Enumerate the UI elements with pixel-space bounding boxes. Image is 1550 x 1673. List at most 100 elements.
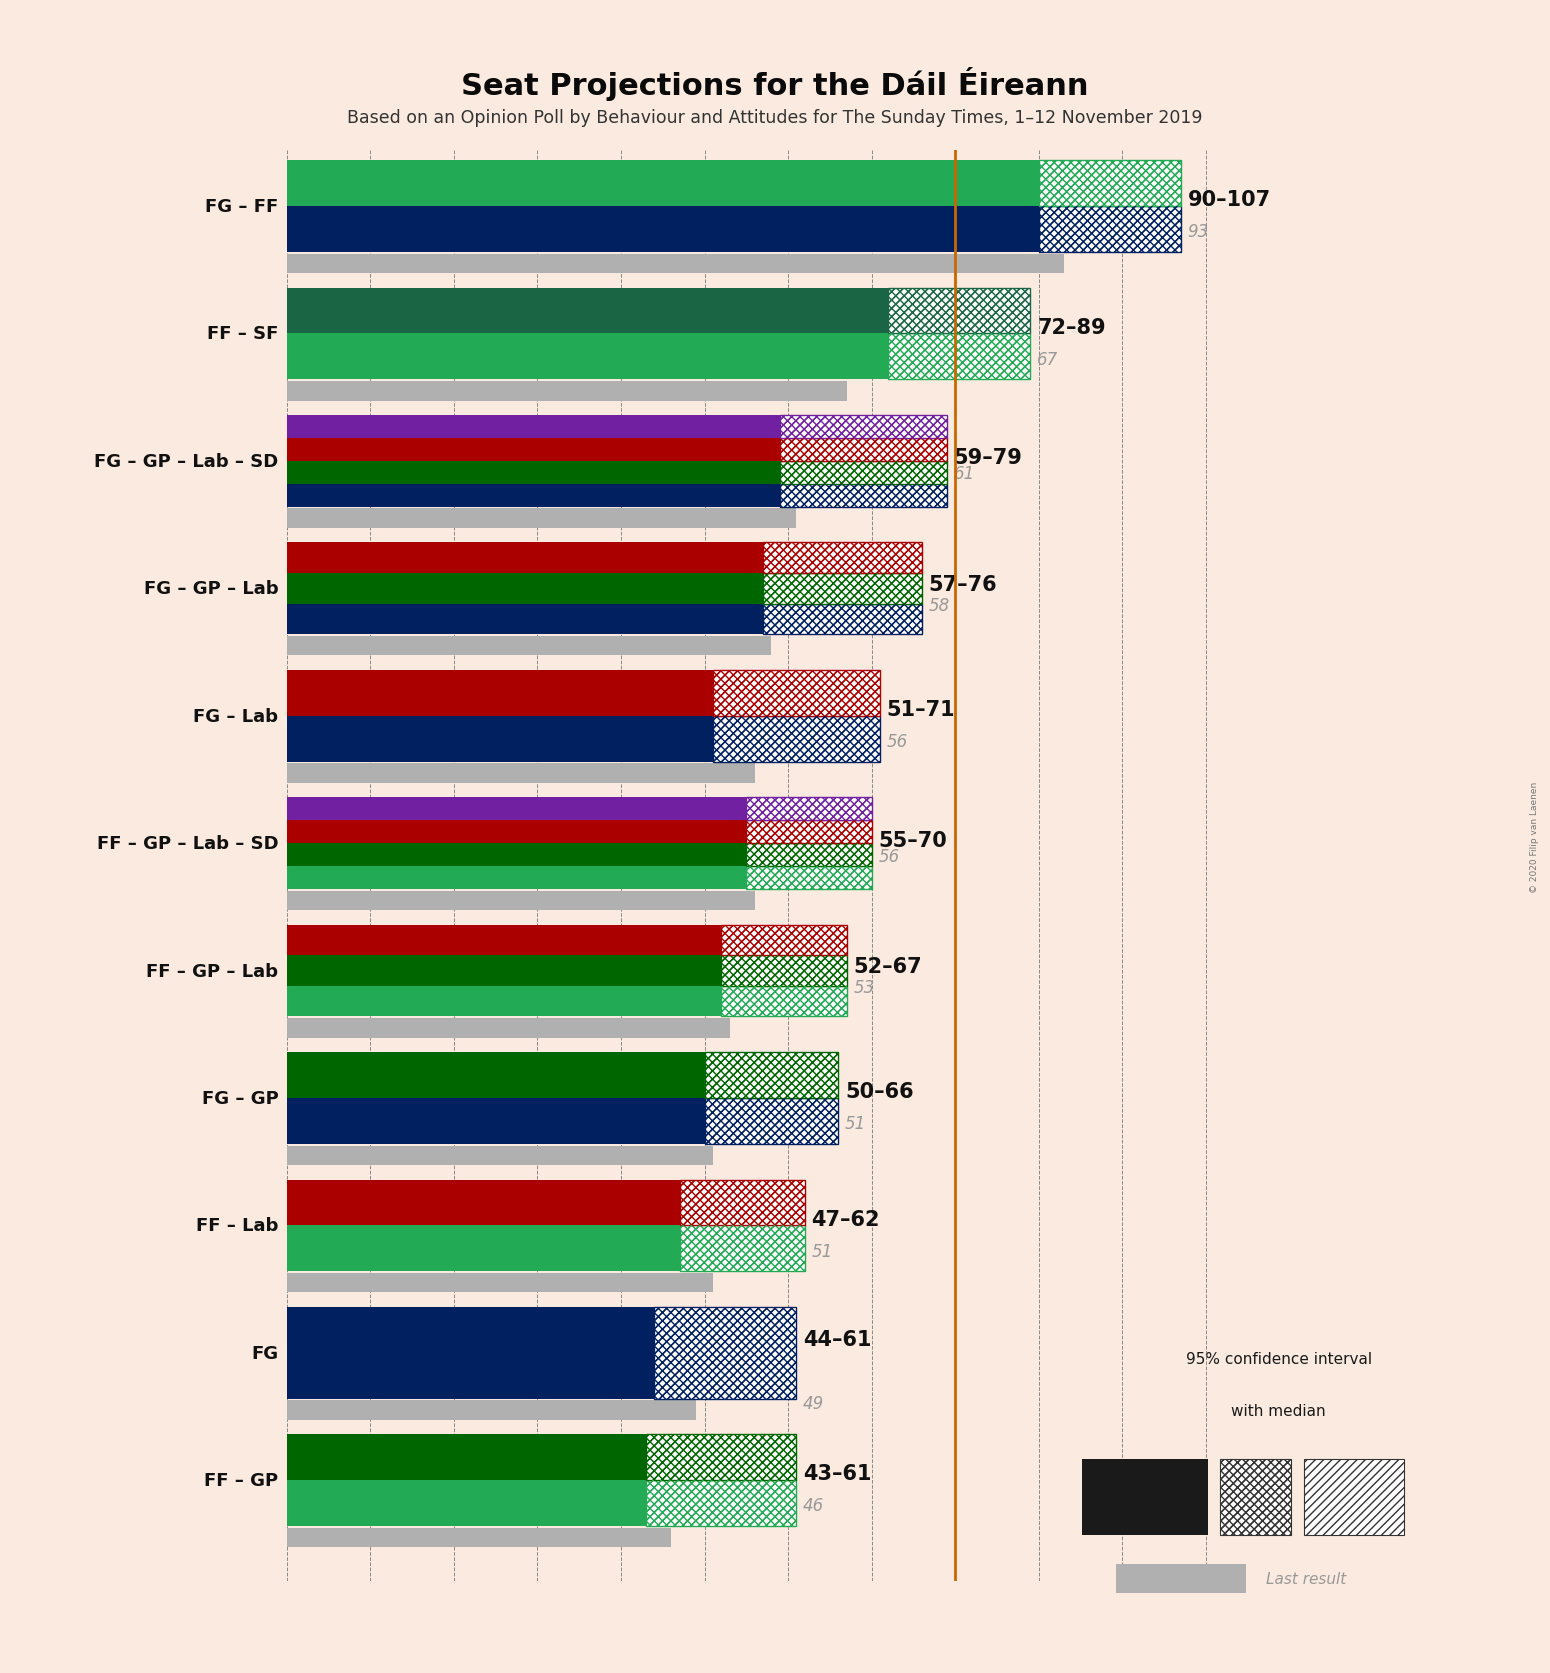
Bar xyxy=(287,925,721,955)
Bar xyxy=(287,1434,646,1481)
Text: with median: with median xyxy=(1231,1404,1327,1419)
Bar xyxy=(705,1097,839,1144)
Bar xyxy=(287,716,713,763)
Bar xyxy=(646,1481,797,1526)
Bar xyxy=(721,987,846,1017)
Bar xyxy=(1304,1459,1404,1536)
Bar xyxy=(780,438,947,462)
Bar xyxy=(780,485,947,507)
Text: FF – Lab: FF – Lab xyxy=(195,1216,279,1235)
Bar xyxy=(654,1307,797,1399)
Bar xyxy=(287,636,772,656)
Bar xyxy=(287,288,888,335)
Bar xyxy=(888,288,1031,335)
Bar xyxy=(780,438,947,462)
Bar xyxy=(287,438,780,462)
Bar xyxy=(287,1226,679,1271)
Bar xyxy=(780,485,947,507)
Text: © 2020 Filip van Laenen: © 2020 Filip van Laenen xyxy=(1530,781,1539,892)
Bar xyxy=(287,604,763,634)
Text: Based on an Opinion Poll by Behaviour and Attitudes for The Sunday Times, 1–12 N: Based on an Opinion Poll by Behaviour an… xyxy=(347,109,1203,127)
Bar xyxy=(287,1527,671,1548)
Bar xyxy=(287,1481,646,1526)
Bar xyxy=(1038,161,1181,207)
Bar xyxy=(721,987,846,1017)
Bar xyxy=(713,671,880,716)
Bar xyxy=(888,288,1031,335)
Bar xyxy=(763,544,922,574)
Text: 51–71: 51–71 xyxy=(887,699,955,719)
Bar xyxy=(763,544,922,574)
Bar xyxy=(679,1179,804,1226)
Bar xyxy=(1116,1564,1246,1593)
Text: 90–107: 90–107 xyxy=(1187,191,1271,211)
Bar xyxy=(287,765,755,783)
Bar xyxy=(287,574,763,604)
Text: 51: 51 xyxy=(845,1114,866,1133)
Bar xyxy=(747,843,871,867)
Bar xyxy=(1082,1459,1207,1536)
Text: FG – Lab: FG – Lab xyxy=(194,708,279,726)
Text: 55–70: 55–70 xyxy=(879,830,947,850)
Bar xyxy=(721,955,846,987)
Bar xyxy=(287,1400,696,1420)
Bar xyxy=(287,1146,713,1166)
Text: 50–66: 50–66 xyxy=(845,1081,913,1101)
Text: FF – GP – Lab: FF – GP – Lab xyxy=(146,962,279,980)
Bar xyxy=(287,671,713,716)
Bar xyxy=(763,604,922,634)
Bar xyxy=(287,955,721,987)
Bar xyxy=(646,1434,797,1481)
Bar xyxy=(287,509,797,529)
Text: FF – SF: FF – SF xyxy=(208,325,279,343)
Text: 95% confidence interval: 95% confidence interval xyxy=(1186,1350,1372,1365)
Bar xyxy=(780,415,947,438)
Text: 58: 58 xyxy=(928,597,950,614)
Text: 51: 51 xyxy=(812,1241,832,1260)
Bar xyxy=(679,1226,804,1271)
Text: 93: 93 xyxy=(1187,223,1209,241)
Text: FG: FG xyxy=(251,1343,279,1362)
Bar xyxy=(287,1052,705,1097)
Text: 52–67: 52–67 xyxy=(854,957,922,977)
Bar xyxy=(287,798,747,821)
Bar xyxy=(705,1052,839,1097)
Bar xyxy=(287,207,1038,253)
Text: FG – GP: FG – GP xyxy=(202,1089,279,1108)
Bar xyxy=(287,161,1038,207)
Text: FG – GP – Lab – SD: FG – GP – Lab – SD xyxy=(95,453,279,470)
Bar xyxy=(654,1307,797,1399)
Text: 49: 49 xyxy=(803,1395,825,1412)
Bar xyxy=(721,925,846,955)
Bar xyxy=(287,485,780,507)
Text: FG – FF: FG – FF xyxy=(205,197,279,216)
Bar xyxy=(287,1179,679,1226)
Text: 61: 61 xyxy=(953,465,975,483)
Bar xyxy=(287,1307,654,1399)
Bar xyxy=(287,335,888,380)
Text: FG – GP – Lab: FG – GP – Lab xyxy=(144,581,279,597)
Bar xyxy=(747,798,871,821)
Text: 43–61: 43–61 xyxy=(803,1464,871,1484)
Text: 46: 46 xyxy=(803,1497,825,1514)
Text: Last result: Last result xyxy=(1266,1571,1347,1586)
Text: FF – GP: FF – GP xyxy=(205,1471,279,1489)
Bar xyxy=(287,867,747,890)
Bar xyxy=(287,544,763,574)
Bar xyxy=(763,574,922,604)
Text: 56: 56 xyxy=(879,847,899,865)
Bar xyxy=(721,955,846,987)
Bar xyxy=(747,798,871,821)
Text: 44–61: 44–61 xyxy=(803,1330,871,1348)
Bar xyxy=(721,925,846,955)
Bar xyxy=(646,1481,797,1526)
Bar xyxy=(287,462,780,485)
Bar xyxy=(1220,1459,1291,1536)
Bar xyxy=(747,867,871,890)
Bar xyxy=(713,716,880,763)
Bar xyxy=(705,1052,839,1097)
Bar xyxy=(713,716,880,763)
Bar xyxy=(1038,161,1181,207)
Bar xyxy=(763,574,922,604)
Bar xyxy=(287,1273,713,1293)
